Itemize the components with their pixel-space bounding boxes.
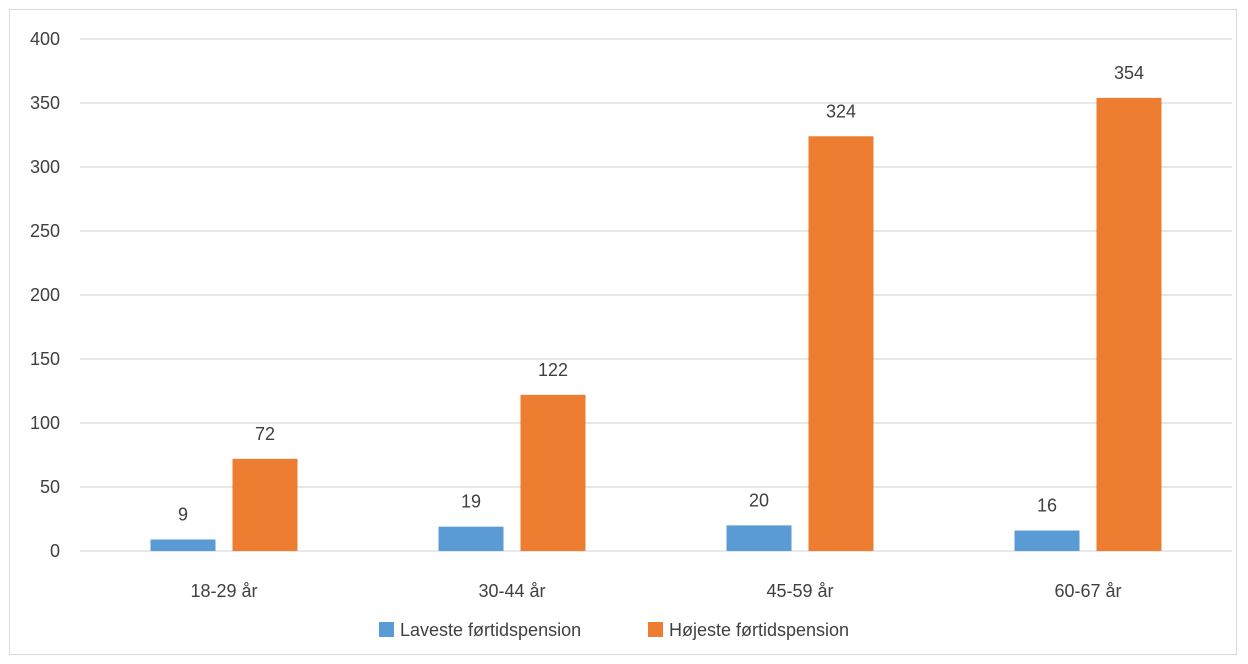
bar-laveste-3 (1014, 530, 1080, 551)
y-axis-ticks: 0 50 100 150 200 250 300 350 400 (30, 29, 60, 561)
y-tick-label-100: 100 (30, 413, 60, 433)
x-tick-label-1: 30-44 år (478, 581, 545, 601)
x-axis-ticks: 18-29 år 30-44 år 45-59 år 60-67 år (190, 581, 1121, 601)
data-label-hojeste-2: 324 (826, 101, 856, 121)
y-tick-label-50: 50 (40, 477, 60, 497)
legend-label-laveste: Laveste førtidspension (400, 620, 581, 640)
legend-swatch-hojeste (648, 622, 663, 637)
bar-hojeste-3 (1096, 97, 1162, 551)
legend-label-hojeste: Højeste førtidspension (669, 620, 849, 640)
y-tick-label-200: 200 (30, 285, 60, 305)
x-tick-label-0: 18-29 år (190, 581, 257, 601)
legend: Laveste førtidspension Højeste førtidspe… (379, 620, 849, 640)
legend-swatch-laveste (379, 622, 394, 637)
bars (150, 97, 1162, 551)
data-label-laveste-2: 20 (749, 490, 769, 510)
y-tick-label-300: 300 (30, 157, 60, 177)
bar-hojeste-0 (232, 458, 298, 551)
bar-hojeste-1 (520, 394, 586, 551)
bar-laveste-2 (726, 525, 792, 551)
data-label-laveste-1: 19 (461, 492, 481, 512)
x-tick-label-3: 60-67 år (1054, 581, 1121, 601)
bar-laveste-0 (150, 539, 216, 551)
y-tick-label-400: 400 (30, 29, 60, 49)
data-label-hojeste-1: 122 (538, 360, 568, 380)
data-label-hojeste-3: 354 (1114, 63, 1144, 83)
y-tick-label-350: 350 (30, 93, 60, 113)
data-labels: 9 72 19 122 20 324 16 354 (178, 63, 1144, 525)
data-label-hojeste-0: 72 (255, 424, 275, 444)
y-tick-label-150: 150 (30, 349, 60, 369)
y-tick-label-0: 0 (50, 541, 60, 561)
data-label-laveste-0: 9 (178, 504, 188, 524)
data-label-laveste-3: 16 (1037, 496, 1057, 516)
bar-hojeste-2 (808, 136, 874, 551)
y-tick-label-250: 250 (30, 221, 60, 241)
bar-laveste-1 (438, 526, 504, 551)
x-tick-label-2: 45-59 år (766, 581, 833, 601)
